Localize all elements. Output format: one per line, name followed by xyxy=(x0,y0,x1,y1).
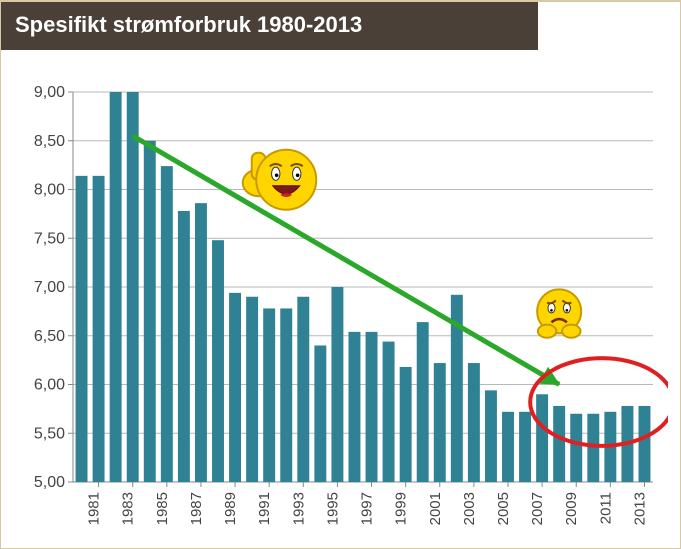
x-tick-label: 1985 xyxy=(154,492,171,525)
bar xyxy=(246,297,258,482)
bar xyxy=(76,176,88,482)
x-tick-label: 2003 xyxy=(461,492,478,525)
x-tick-label: 1983 xyxy=(120,492,137,525)
x-tick-label: 1989 xyxy=(222,492,239,525)
x-tick-label: 1993 xyxy=(290,492,307,525)
x-tick-label: 2011 xyxy=(597,492,614,524)
x-tick-label: 2005 xyxy=(495,492,512,525)
y-tick-label: 7,50 xyxy=(34,230,65,247)
y-tick-label: 9,00 xyxy=(34,84,65,101)
bar xyxy=(468,363,480,482)
bar xyxy=(519,412,531,482)
bar xyxy=(127,92,139,482)
x-tick-label: 1995 xyxy=(324,492,341,525)
bar xyxy=(366,332,378,482)
bar xyxy=(434,363,446,482)
y-tick-label: 5,50 xyxy=(34,425,65,442)
bar xyxy=(93,176,105,482)
bar xyxy=(536,394,548,482)
x-tick-label: 1991 xyxy=(256,492,273,525)
x-tick-label: 2001 xyxy=(427,492,444,525)
chart-area: 5,00 5,50 6,00 6,50 7,00 7,50 8,00 8,50 9,00 1981… xyxy=(13,62,668,540)
bar xyxy=(553,406,565,482)
bar xyxy=(110,92,122,482)
bar xyxy=(570,414,582,482)
bar xyxy=(383,342,395,482)
chart-title-bar: Spesifikt strømforbruk 1980-2013 xyxy=(1,2,538,50)
bar xyxy=(417,322,429,482)
x-tick-label: 1987 xyxy=(188,492,205,525)
bar xyxy=(280,308,292,482)
x-tick-label: 2007 xyxy=(529,492,546,525)
bar xyxy=(639,406,651,482)
bar xyxy=(144,141,156,482)
y-tick-label: 6,00 xyxy=(34,377,65,394)
bar xyxy=(263,308,275,482)
bar xyxy=(161,166,173,482)
chart-title: Spesifikt strømforbruk 1980-2013 xyxy=(15,12,362,37)
y-tick-label: 8,50 xyxy=(34,133,65,150)
bar xyxy=(297,297,309,482)
bar xyxy=(485,390,497,482)
bar xyxy=(212,240,224,482)
sad-emoji-icon xyxy=(537,289,581,337)
y-tick-label: 8,00 xyxy=(34,182,65,199)
y-tick-label: 6,50 xyxy=(34,328,65,345)
bar xyxy=(178,211,190,482)
bar xyxy=(331,287,343,482)
bar xyxy=(195,203,207,482)
bar xyxy=(349,332,361,482)
x-tick-label: 2009 xyxy=(563,492,580,525)
x-tick-label: 1999 xyxy=(393,492,410,525)
bar xyxy=(502,412,514,482)
thumbs-up-emoji-icon xyxy=(243,150,317,210)
bar xyxy=(314,346,326,483)
bar xyxy=(587,414,599,482)
y-tick-label: 7,00 xyxy=(34,279,65,296)
bar xyxy=(229,293,241,482)
bar-chart: 5,00 5,50 6,00 6,50 7,00 7,50 8,00 8,50 9,00 1981… xyxy=(13,62,668,540)
chart-card: Spesifikt strømforbruk 1980-2013 5,00 5,5… xyxy=(0,0,681,549)
bar xyxy=(400,367,412,482)
y-tick-label: 5,00 xyxy=(34,474,65,491)
x-tick-label: 2013 xyxy=(631,492,648,525)
x-tick-label: 1997 xyxy=(359,492,376,525)
x-tick-label: 1981 xyxy=(86,492,103,525)
